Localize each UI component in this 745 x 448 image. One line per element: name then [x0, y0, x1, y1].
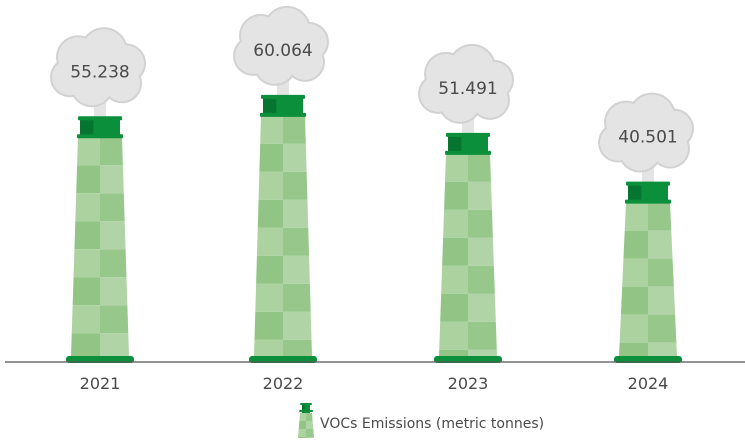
chimney-base	[66, 356, 134, 363]
chimney-base	[614, 356, 682, 363]
smoke-cloud	[418, 43, 514, 136]
chimney-base	[434, 356, 502, 363]
smoke-cloud	[233, 5, 329, 98]
smoke-cloud	[598, 92, 694, 185]
chimney-body	[71, 137, 129, 356]
data-label: 60.064	[253, 41, 312, 61]
data-label: 55.238	[70, 62, 129, 82]
legend-label: VOCs Emissions (metric tonnes)	[320, 416, 544, 432]
chimney-bar-2021: 55.238	[50, 27, 146, 363]
x-tick-label: 2023	[448, 374, 489, 393]
x-tick-label: 2022	[263, 374, 304, 393]
x-tick-label: 2021	[80, 374, 121, 393]
chimney-bar-2023: 51.491	[418, 43, 514, 363]
legend-chimney-icon	[298, 403, 314, 438]
chimney-body	[619, 202, 677, 356]
chimney-body	[439, 153, 497, 356]
chimney-body	[254, 115, 312, 356]
legend: VOCs Emissions (metric tonnes)	[298, 403, 544, 438]
chimney-body	[298, 413, 314, 438]
chimney-bar-2024: 40.501	[598, 92, 694, 363]
x-tick-label: 2024	[628, 374, 669, 393]
chimney-cap	[302, 404, 310, 413]
chimney-bar-2022: 60.064	[233, 5, 329, 363]
data-label: 51.491	[438, 79, 497, 99]
data-label: 40.501	[618, 128, 677, 148]
chimney-base	[249, 356, 317, 363]
smoke-cloud	[50, 27, 146, 120]
